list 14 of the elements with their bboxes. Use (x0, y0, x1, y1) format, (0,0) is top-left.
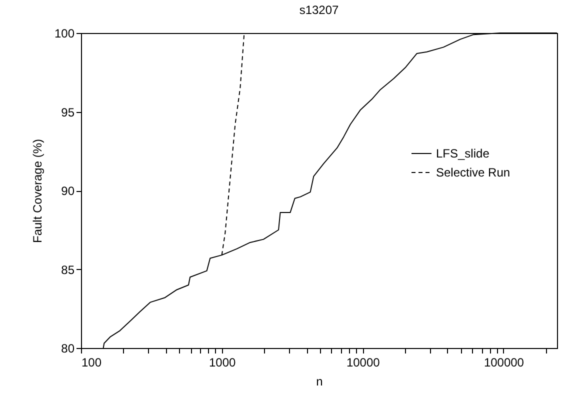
x-tick-label: 1000 (208, 356, 236, 370)
x-tick-label: 100 (82, 356, 102, 370)
y-tick-label: 100 (54, 26, 75, 40)
y-axis-title: Fault Coverage (%) (30, 138, 44, 244)
y-tick-label: 95 (61, 105, 75, 120)
x-axis-title: n (316, 374, 323, 388)
y-tick-label: 85 (61, 262, 75, 277)
y-tick-label: 90 (61, 184, 75, 198)
x-tick-label: 100000 (484, 356, 524, 370)
legend-label: LFS_slide (436, 146, 490, 160)
legend-label: Selective Run (436, 166, 510, 180)
y-tick-label: 80 (61, 342, 75, 356)
x-tick-label: 10000 (346, 356, 380, 370)
chart-title: s13207 (299, 3, 340, 17)
